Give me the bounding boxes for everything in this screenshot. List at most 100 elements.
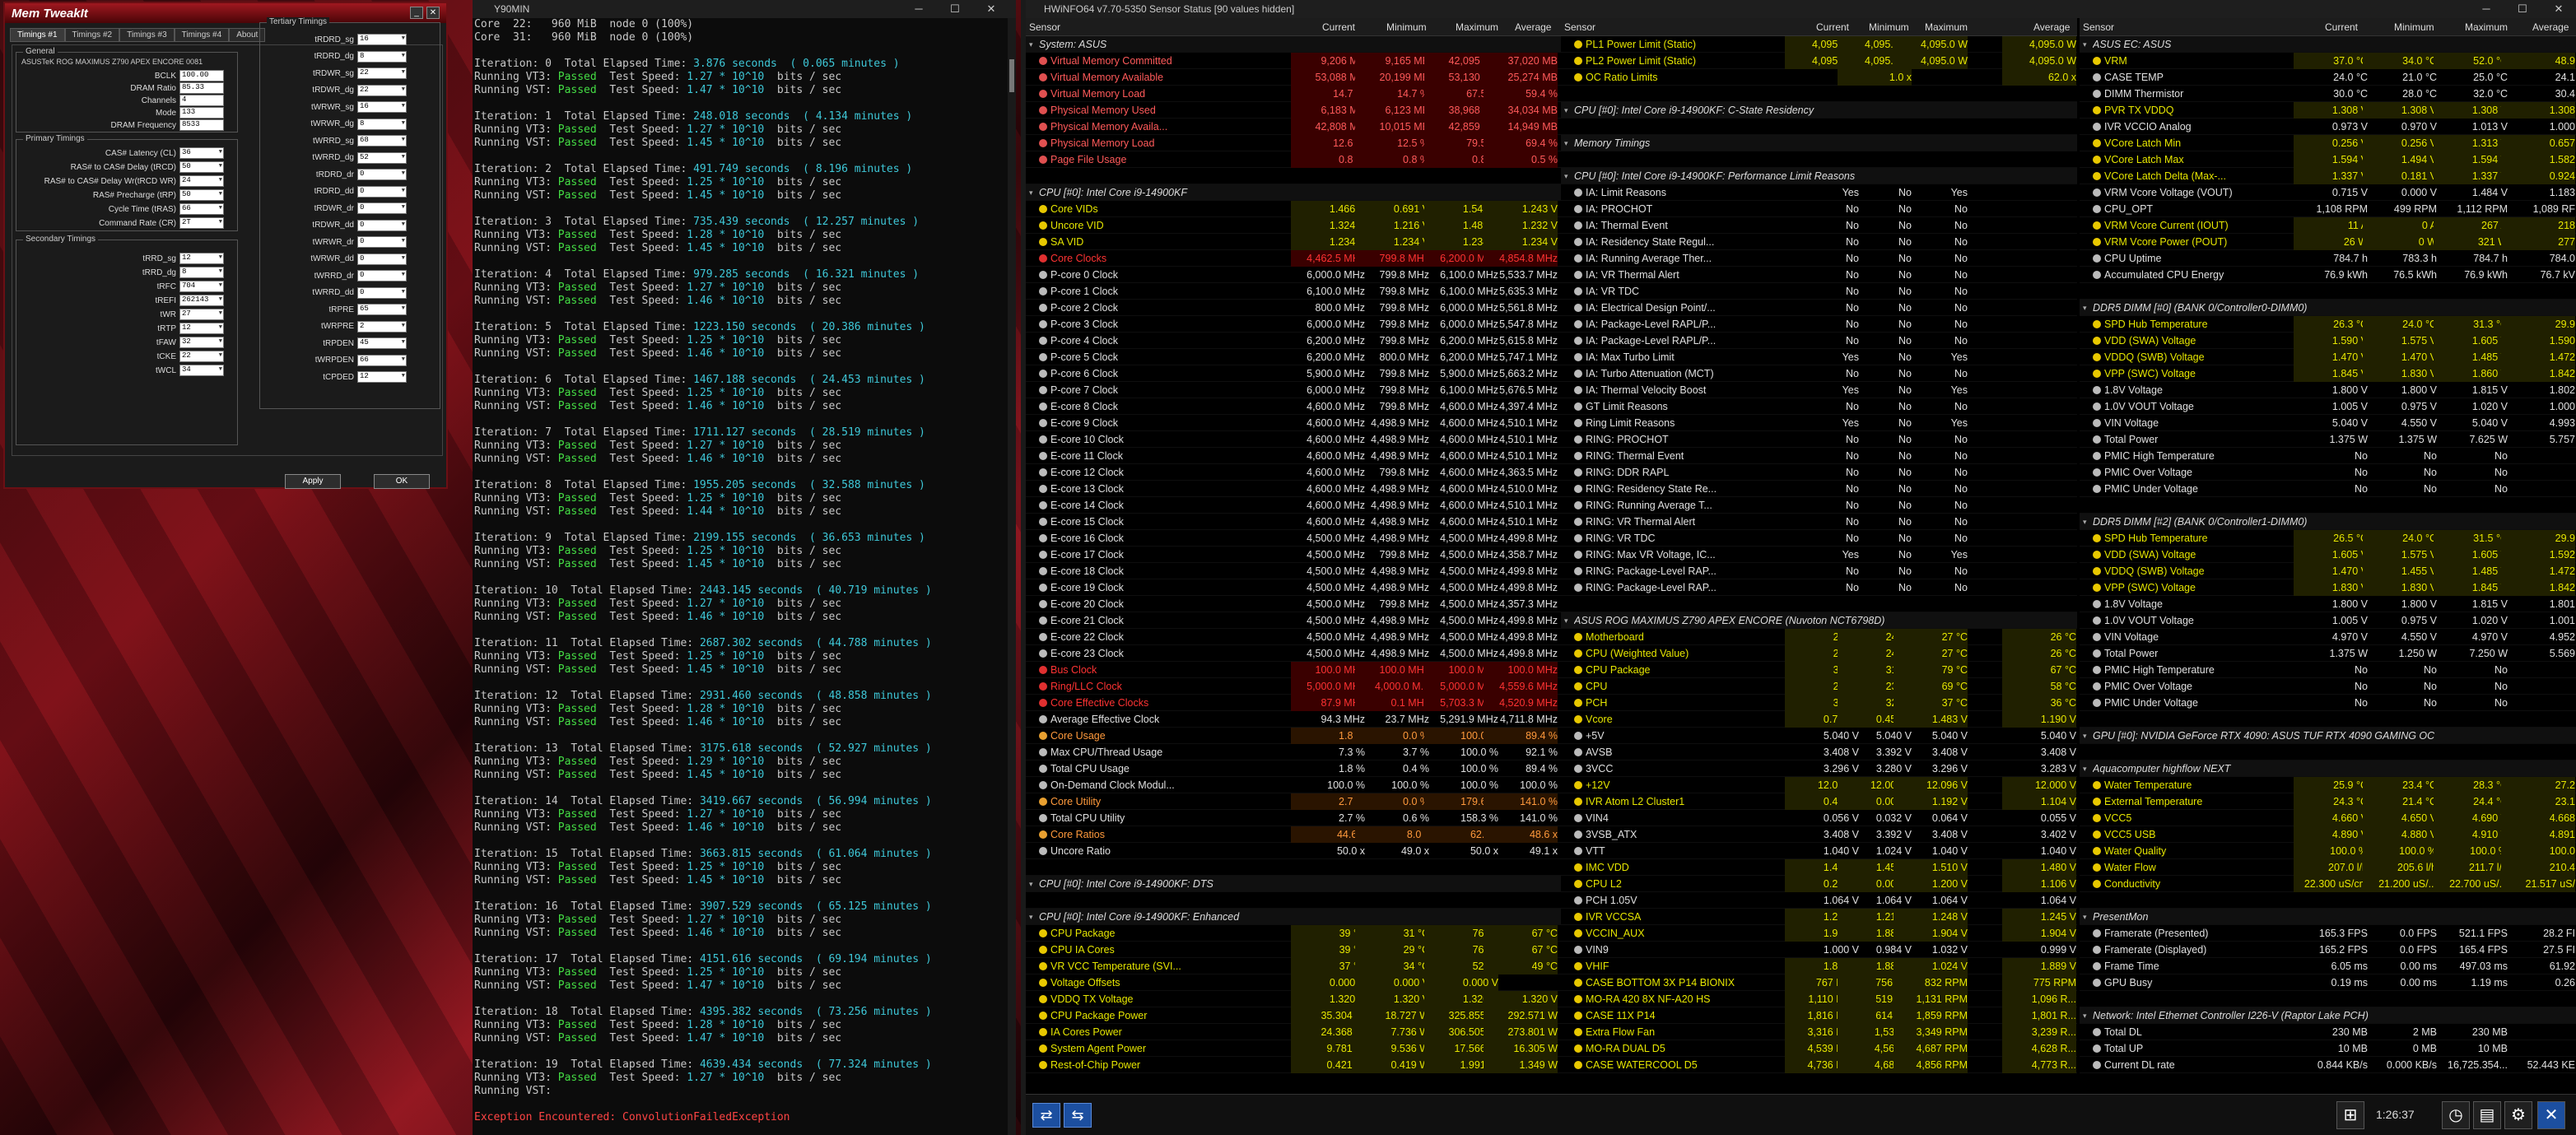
timing-value-field[interactable]: 16 <box>357 101 407 113</box>
sensor-row[interactable]: RING: VR TDC No No No <box>1561 530 2077 547</box>
sensor-group-header[interactable]: ▾ CPU [#0]: Intel Core i9-14900KF: DTS <box>1026 876 1561 892</box>
sensor-row[interactable]: PCH34 °C32 °C37 °C36 °C <box>1561 695 2077 711</box>
sensor-group-header[interactable]: ▾ CPU [#0]: Intel Core i9-14900KF: Perfor… <box>1561 168 2077 184</box>
sensor-row[interactable]: E-core 13 Clock 4,600.0 MHz 4,498.9 MHz 4,6… <box>1026 481 1561 497</box>
sensor-row[interactable]: IA: Limit Reasons Yes No Yes <box>1561 184 2077 201</box>
sensor-row[interactable]: Bus Clock 100.0 MHz 100.0 MHz 100.0 MHz 100.… <box>1026 662 1561 678</box>
close-sensors-button[interactable]: ✕ <box>2537 1101 2565 1129</box>
sensor-row[interactable]: E-core 15 Clock 4,600.0 MHz 4,498.9 MHz 4,6… <box>1026 514 1561 530</box>
sensor-row[interactable]: VCore Latch Min 0.256 V 0.256 V 1.313 V 0.65… <box>2080 135 2576 151</box>
sensor-row[interactable]: Core Effective Clocks 87.9 MHz 0.1 MHz 5,70… <box>1026 695 1561 711</box>
sensor-row[interactable]: CPU (Weighted Value)26 °C24 °C27 °C26 °C <box>1561 645 2077 662</box>
sensor-row[interactable]: Virtual Memory Available 53,088 MB 20,199 … <box>1026 69 1561 86</box>
timing-value-field[interactable]: 22 <box>179 351 224 362</box>
sensor-row[interactable]: 1.8V Voltage 1.800 V 1.800 V 1.815 V 1.802 <box>2080 382 2576 398</box>
sensor-group-header[interactable]: ▾ System: ASUS <box>1026 36 1561 53</box>
nav-left-button[interactable]: ⇄ <box>1032 1103 1060 1128</box>
sensor-group-header[interactable]: ▾ PresentMon <box>2080 909 2576 925</box>
timing-value-field[interactable]: 66 <box>179 203 224 215</box>
sensor-row[interactable]: PVR TX VDDQ 1.308 V 1.308 V 1.308 V 1.308 <box>2080 102 2576 119</box>
sensor-row[interactable]: RING: Package-Level RAP... No No No <box>1561 579 2077 596</box>
sensor-row[interactable]: CPU Package Power 35.304 W 18.727 W 325.855… <box>1026 1007 1561 1024</box>
sensor-row[interactable]: PMIC Under Voltage No No No <box>2080 695 2576 711</box>
sensor-row[interactable]: Total Power 1.375 W 1.250 W 7.250 W 5.569 <box>2080 645 2576 662</box>
tab-timings-3[interactable]: Timings #3 <box>119 28 175 42</box>
sensor-row[interactable]: Virtual Memory Committed 9,206 MB 9,165 MB… <box>1026 53 1561 69</box>
sensor-row[interactable]: AVSB 3.408 V 3.392 V 3.408 V 3.408 V <box>1561 744 2077 761</box>
sensor-group-header[interactable]: ▾ CPU [#0]: Intel Core i9-14900KF: Enhanc… <box>1026 909 1561 925</box>
sensor-row[interactable]: VCore Latch Delta (Max-... 1.337 V 0.181 V… <box>2080 168 2576 184</box>
clock-icon[interactable]: ◷ <box>2442 1101 2470 1129</box>
sensor-row[interactable]: RING: Max VR Voltage, IC... Yes No Yes <box>1561 547 2077 563</box>
header-maximum[interactable]: Maximum <box>2465 21 2508 33</box>
timing-value-field[interactable]: 22 <box>357 84 407 96</box>
console-close-button[interactable]: ✕ <box>986 2 996 15</box>
sensor-row[interactable]: IVR VCCIO Analog 0.973 V 0.970 V 1.013 V 1.0… <box>2080 119 2576 135</box>
header-current[interactable]: Current <box>2325 21 2359 33</box>
sensor-row[interactable]: IA: Max Turbo Limit Yes No Yes <box>1561 349 2077 365</box>
hwinfo-close-button[interactable]: ✕ <box>2554 2 2564 15</box>
timing-value-field[interactable]: 0 <box>357 219 407 231</box>
sensor-row[interactable]: Frame Time 6.05 ms 0.00 ms 497.03 ms 61.92 <box>2080 958 2576 975</box>
sensor-row[interactable]: CASE TEMP 24.0 °C 21.0 °C 25.0 °C 24.1 <box>2080 69 2576 86</box>
sensor-row[interactable]: E-core 12 Clock 4,600.0 MHz 799.8 MHz 4,600… <box>1026 464 1561 481</box>
sensor-row[interactable]: RING: Residency State Re... No No No <box>1561 481 2077 497</box>
sensor-row[interactable]: VIN Voltage 4.970 V 4.550 V 4.970 V 4.952 <box>2080 629 2576 645</box>
sensor-row[interactable]: VCC5 USB 4.890 V 4.880 V 4.910 V 4.891 <box>2080 826 2576 843</box>
sensor-row[interactable]: PMIC Over Voltage No No No <box>2080 678 2576 695</box>
hwinfo-titlebar[interactable]: HWiNFO64 v7.70-5350 Sensor Status [90 va… <box>1026 0 2576 18</box>
sensor-row[interactable]: Framerate (Displayed) 165.2 FPS 0.0 FPS 165… <box>2080 942 2576 958</box>
sensor-row[interactable]: E-core 11 Clock 4,600.0 MHz 4,498.9 MHz 4,6… <box>1026 448 1561 464</box>
sensor-row[interactable]: RING: VR Thermal Alert No No No <box>1561 514 2077 530</box>
sensor-row[interactable]: 1.8V Voltage 1.800 V 1.800 V 1.815 V 1.801 <box>2080 596 2576 612</box>
sensor-row[interactable]: Accumulated CPU Energy 76.9 kWh 76.5 kWh 76… <box>2080 267 2576 283</box>
header-minimum[interactable]: Minimum <box>1869 21 1909 33</box>
sensor-row[interactable]: PMIC High Temperature No No No <box>2080 662 2576 678</box>
sensor-row[interactable]: Core Utility 2.7 % 0.0 % 179.6 % 141.0 % <box>1026 793 1561 810</box>
timing-value-field[interactable]: 4 <box>179 95 224 106</box>
sensor-row[interactable]: IA: Thermal Velocity Boost Yes No Yes <box>1561 382 2077 398</box>
sensor-group-header[interactable]: ▾ DDR5 DIMM [#2] (BANK 0/Controller1-DIMM… <box>2080 514 2576 530</box>
sensor-row[interactable]: SA VID 1.234 V 1.234 V 1.234 V 1.234 V <box>1026 234 1561 250</box>
sensor-row[interactable]: Physical Memory Load 12.6 % 12.5 % 79.5 % 69… <box>1026 135 1561 151</box>
sensor-row[interactable]: VCC5 4.660 V 4.650 V 4.690 V 4.668 <box>2080 810 2576 826</box>
timing-value-field[interactable]: 0 <box>357 236 407 248</box>
sensor-row[interactable]: PL2 Power Limit (Static) 4,095.0 W 4,095.0… <box>1561 53 2077 69</box>
sensor-row[interactable]: VPP (SWC) Voltage 1.830 V 1.830 V 1.845 V 1.… <box>2080 579 2576 596</box>
sensor-row[interactable]: Water Temperature 25.9 °C 23.4 °C 28.3 °C 27… <box>2080 777 2576 793</box>
sensor-row[interactable]: IA: PROCHOT No No No <box>1561 201 2077 217</box>
sensor-row[interactable]: RING: Package-Level RAP... No No No <box>1561 563 2077 579</box>
sensor-row[interactable]: Core Usage 1.8 % 0.0 % 100.0 % 89.4 % <box>1026 728 1561 744</box>
sensor-row[interactable]: Total DL 230 MB 2 MB 230 MB <box>2080 1024 2576 1040</box>
sensor-group-header[interactable]: ▾ Aquacomputer highflow NEXT <box>2080 761 2576 777</box>
sensor-row[interactable]: P-core 0 Clock 6,000.0 MHz 799.8 MHz 6,100.… <box>1026 267 1561 283</box>
close-button[interactable]: ✕ <box>426 7 440 19</box>
sensor-row[interactable]: Total CPU Usage 1.8 % 0.4 % 100.0 % 89.4 % <box>1026 761 1561 777</box>
timing-value-field[interactable]: 0 <box>357 253 407 265</box>
timing-value-field[interactable]: 66 <box>357 354 407 366</box>
timing-value-field[interactable]: 65 <box>357 304 407 315</box>
sensor-row[interactable]: VIN4 0.056 V 0.032 V 0.064 V 0.055 V <box>1561 810 2077 826</box>
sensor-row[interactable]: System Agent Power 9.781 W 9.536 W 17.566 W… <box>1026 1040 1561 1057</box>
sensor-row[interactable]: RING: Thermal Event No No No <box>1561 448 2077 464</box>
sensor-row[interactable]: GPU Busy 0.19 ms 0.00 ms 1.19 ms 0.26 <box>2080 975 2576 991</box>
tab-about[interactable]: About <box>229 28 266 42</box>
sensor-row[interactable]: DIMM Thermistor 30.0 °C 28.0 °C 32.0 °C 30.4 <box>2080 86 2576 102</box>
timing-value-field[interactable]: 0 <box>357 270 407 281</box>
console-titlebar[interactable]: Y90MIN ─ ☐ ✕ <box>473 0 1016 18</box>
timing-value-field[interactable]: 2 <box>357 320 407 333</box>
sensor-row[interactable]: VRM 37.0 °C 34.0 °C 52.0 °C 48.9 <box>2080 53 2576 69</box>
sensor-row[interactable]: Water Quality 100.0 % 100.0 % 100.0 % 100.0 <box>2080 843 2576 859</box>
sensor-row[interactable]: Total CPU Utility 2.7 % 0.6 % 158.3 % 141.0 … <box>1026 810 1561 826</box>
sensor-group-header[interactable]: ▾ CPU [#0]: Intel Core i9-14900KF: C-Stat… <box>1561 102 2077 119</box>
